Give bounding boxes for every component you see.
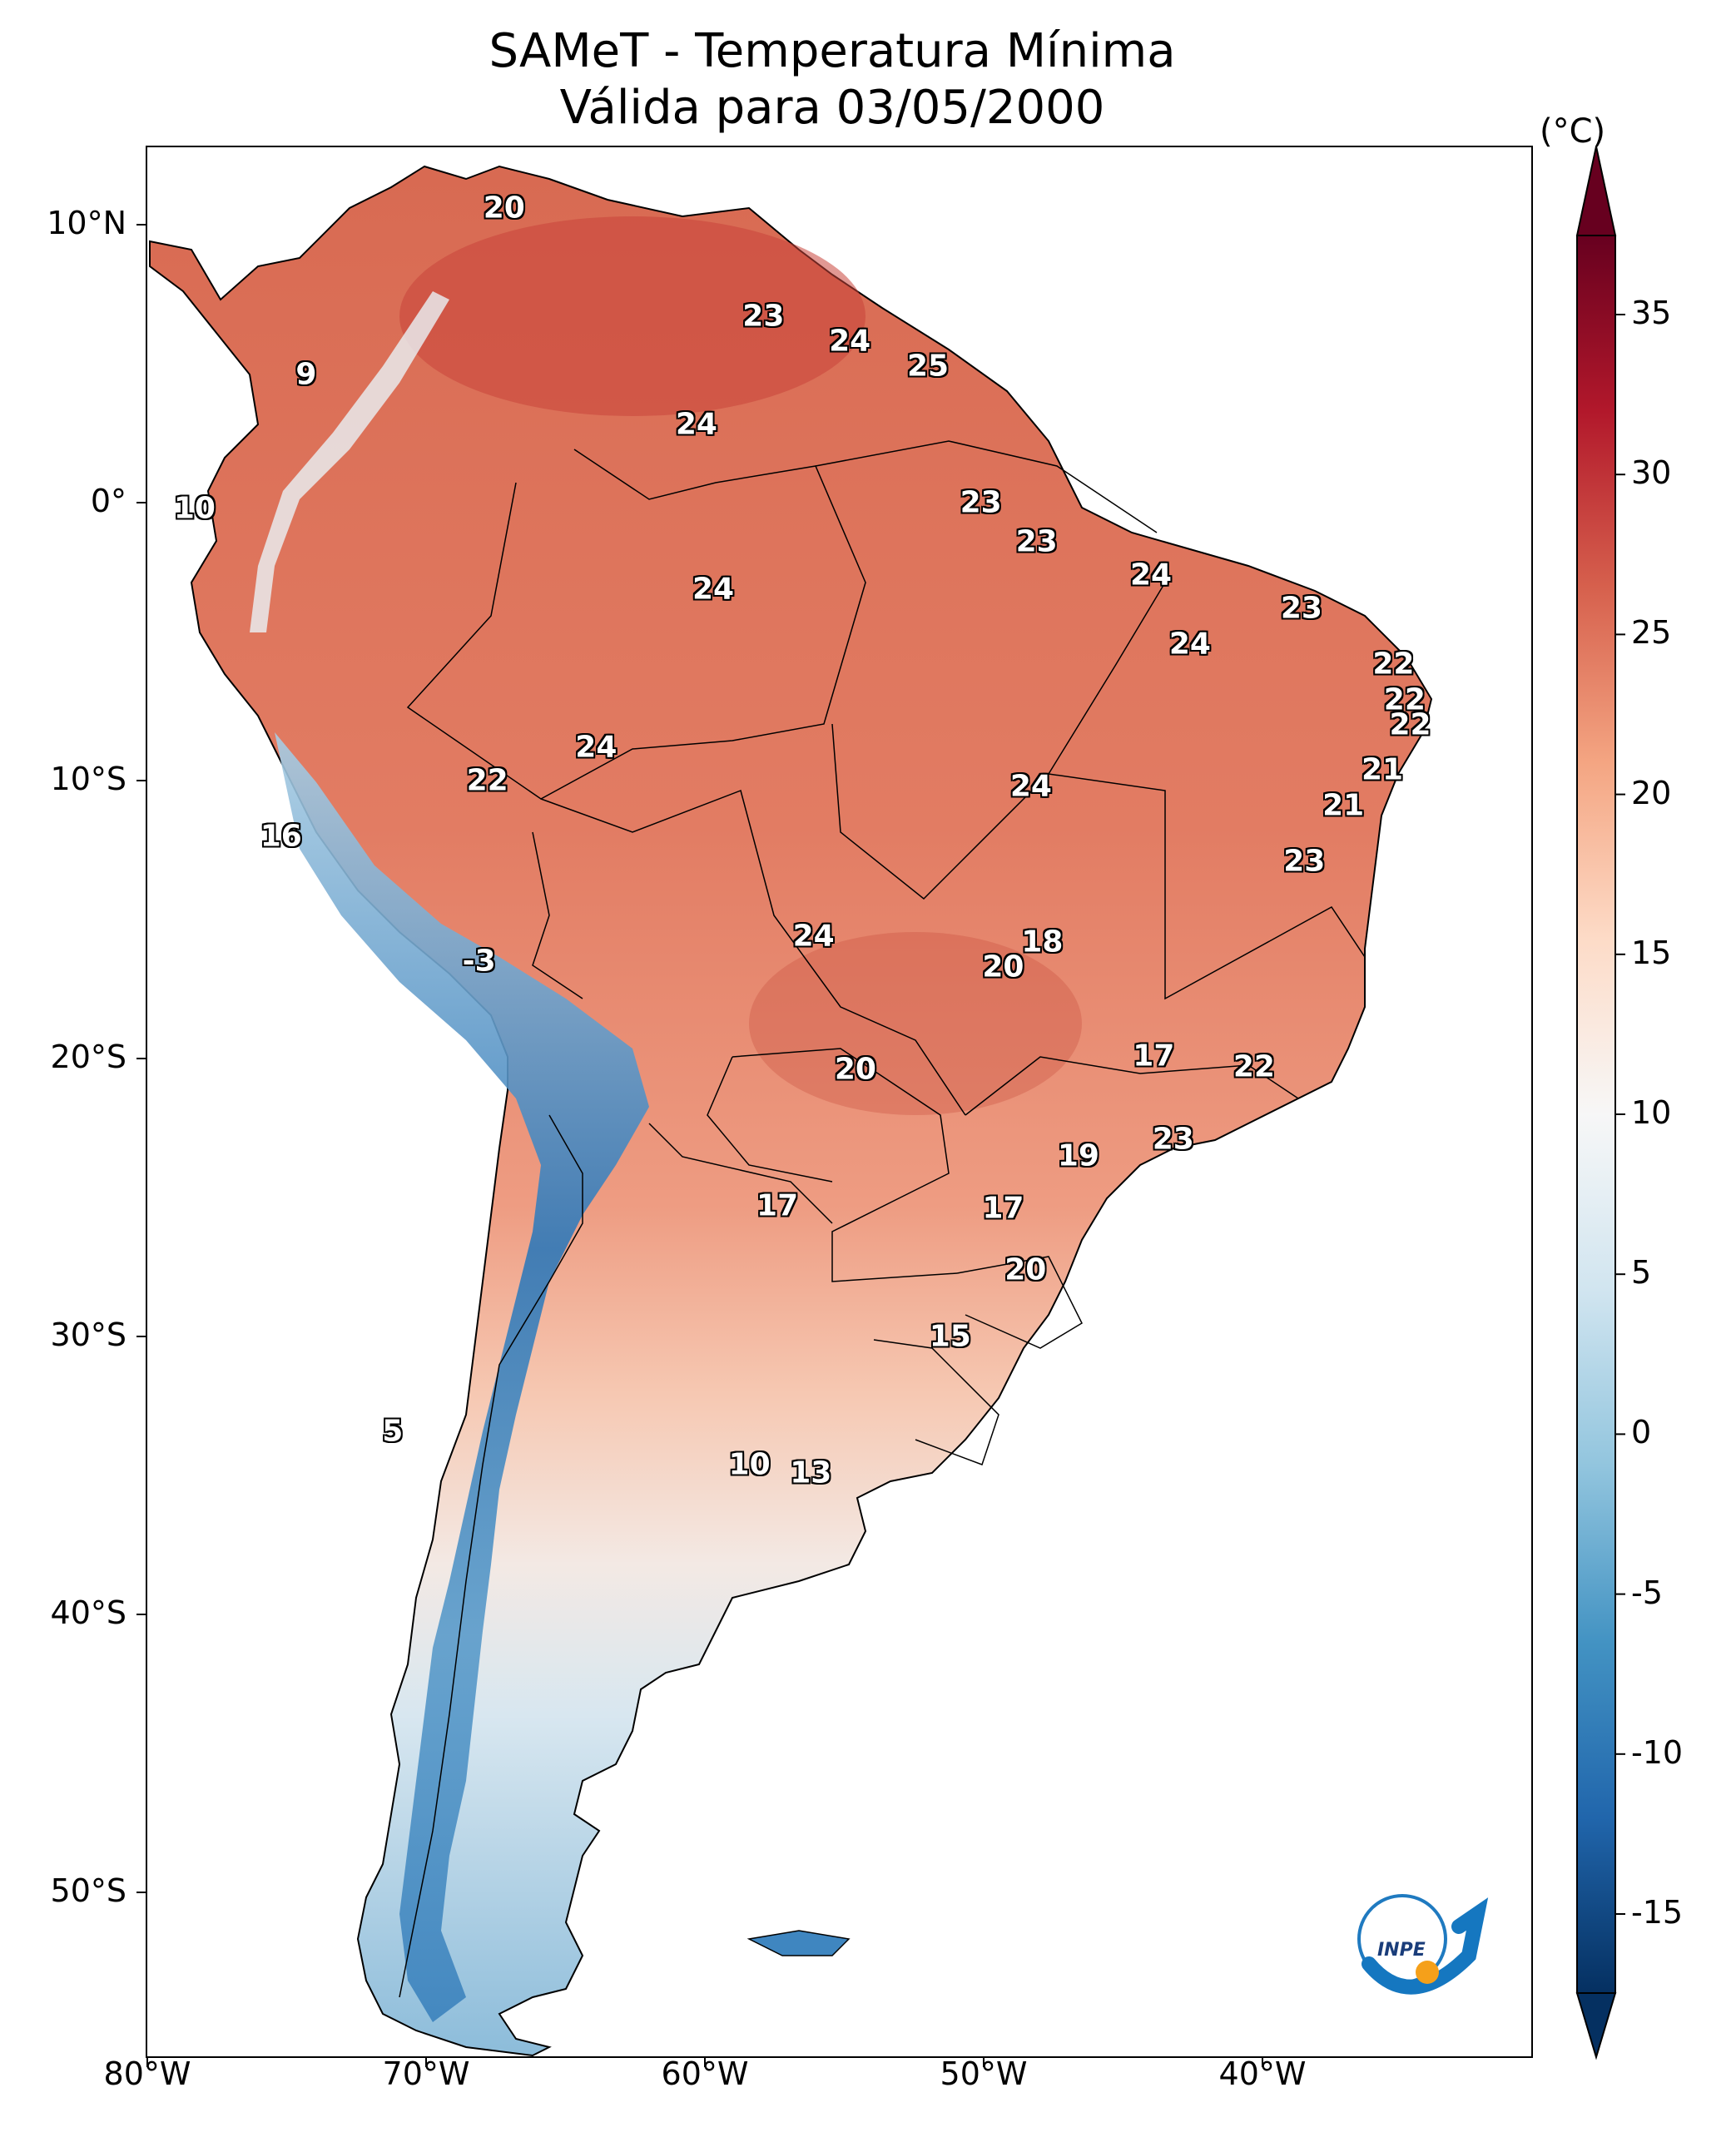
station-value-label: 16	[260, 819, 302, 854]
station-value-label: 24	[1009, 769, 1052, 804]
axis-tick-marks	[136, 224, 1263, 2067]
station-value-label: 9	[295, 357, 317, 392]
station-value-label: 20	[483, 191, 525, 226]
latitude-tick-label: 30°S	[50, 1316, 126, 1353]
station-value-label: 23	[1015, 524, 1058, 559]
colorbar-tick-label: 30	[1631, 454, 1672, 492]
colorbar	[1575, 146, 1625, 2060]
station-value-label: 10	[728, 1447, 771, 1482]
colorbar-tick-label: 5	[1631, 1254, 1652, 1292]
title-line-1: SAMeT - Temperatura Mínima	[489, 24, 1176, 78]
colorbar-top-arrow	[1575, 146, 1617, 236]
station-value-label: 24	[792, 919, 835, 954]
andes-cold-band	[275, 732, 649, 2022]
latitude-tick-label: 50°S	[50, 1872, 126, 1909]
station-value-label: 24	[829, 324, 871, 359]
colorbar-tick-label: 20	[1631, 774, 1672, 811]
longitude-tick-label: 80°W	[103, 2055, 191, 2092]
colorbar-tick-label: 15	[1631, 934, 1672, 971]
station-value-label: 24	[1168, 627, 1211, 662]
station-value-label: 18	[1021, 925, 1064, 959]
colorbar-tick-marks	[1615, 314, 1625, 1915]
longitude-tick-label: 50°W	[940, 2055, 1028, 2092]
station-value-label: 24	[675, 407, 717, 442]
colorbar-tick-label: -10	[1631, 1733, 1684, 1771]
station-value-label: 24	[692, 572, 735, 607]
colorbar-tick-label: 0	[1631, 1414, 1652, 1451]
station-value-label: 21	[1361, 752, 1404, 787]
station-value-label: 22	[1389, 707, 1431, 742]
longitude-tick-label: 60°W	[661, 2055, 749, 2092]
station-value-label: 15	[929, 1319, 971, 1354]
station-value-label: 23	[1280, 591, 1322, 626]
station-value-label: 22	[1372, 647, 1415, 682]
colorbar-tick-label: 10	[1631, 1094, 1672, 1131]
station-value-label: 20	[834, 1052, 876, 1087]
country-borders	[399, 440, 1366, 1998]
station-value-label: 22	[466, 763, 508, 798]
latitude-tick-label: 10°N	[47, 205, 126, 241]
andes-north-strip	[250, 291, 449, 632]
map-title: SAMeT - Temperatura Mínima Válida para 0…	[0, 23, 1664, 136]
station-value-label: 25	[906, 349, 950, 384]
falkland-islands	[746, 1930, 851, 1956]
warm-core-central	[749, 932, 1082, 1115]
station-value-label: 20	[1004, 1252, 1047, 1287]
station-value-label: 23	[960, 485, 1002, 520]
colorbar-unit-label: (°C)	[1540, 112, 1606, 151]
colorbar-body	[1576, 235, 1616, 1994]
longitude-tick-label: 70°W	[382, 2055, 470, 2092]
colorbar-tick-label: -5	[1631, 1574, 1663, 1611]
station-value-label: -3	[462, 944, 496, 979]
title-line-2: Válida para 03/05/2000	[559, 81, 1105, 135]
inpe-logo: INPE	[1357, 1894, 1489, 1995]
station-value-label: 21	[1322, 788, 1365, 823]
station-value-label: 22	[1233, 1049, 1275, 1084]
latitude-tick-label: 0°	[90, 483, 126, 519]
station-value-label: 19	[1057, 1138, 1099, 1173]
station-value-label: 24	[575, 730, 618, 765]
station-value-label: 22	[1383, 682, 1426, 717]
station-value-label: 20	[982, 950, 1024, 984]
station-value-label: 17	[1133, 1039, 1175, 1074]
station-value-label: 17	[756, 1188, 799, 1223]
latitude-tick-label: 20°S	[50, 1039, 126, 1075]
colorbar-bottom-arrow	[1575, 1992, 1617, 2060]
logo-text: INPE	[1377, 1940, 1426, 1961]
colorbar-tick-label: 25	[1631, 614, 1672, 652]
station-value-label: 23	[742, 299, 785, 334]
colorbar-tick-label: 35	[1631, 295, 1672, 331]
warm-core-north	[399, 216, 866, 416]
latitude-tick-label: 10°S	[50, 761, 126, 797]
station-value-label: 23	[1283, 844, 1326, 879]
station-value-label: 5	[382, 1414, 404, 1449]
longitude-tick-label: 40°W	[1218, 2055, 1307, 2092]
station-value-label: 13	[790, 1455, 832, 1490]
station-value-label: 24	[1129, 558, 1173, 593]
station-value-label: 17	[982, 1191, 1024, 1226]
station-value-label: 10	[173, 491, 216, 526]
station-value-label: 23	[1152, 1122, 1194, 1157]
latitude-tick-label: 40°S	[50, 1594, 126, 1631]
colorbar-tick-label: -15	[1631, 1894, 1684, 1931]
